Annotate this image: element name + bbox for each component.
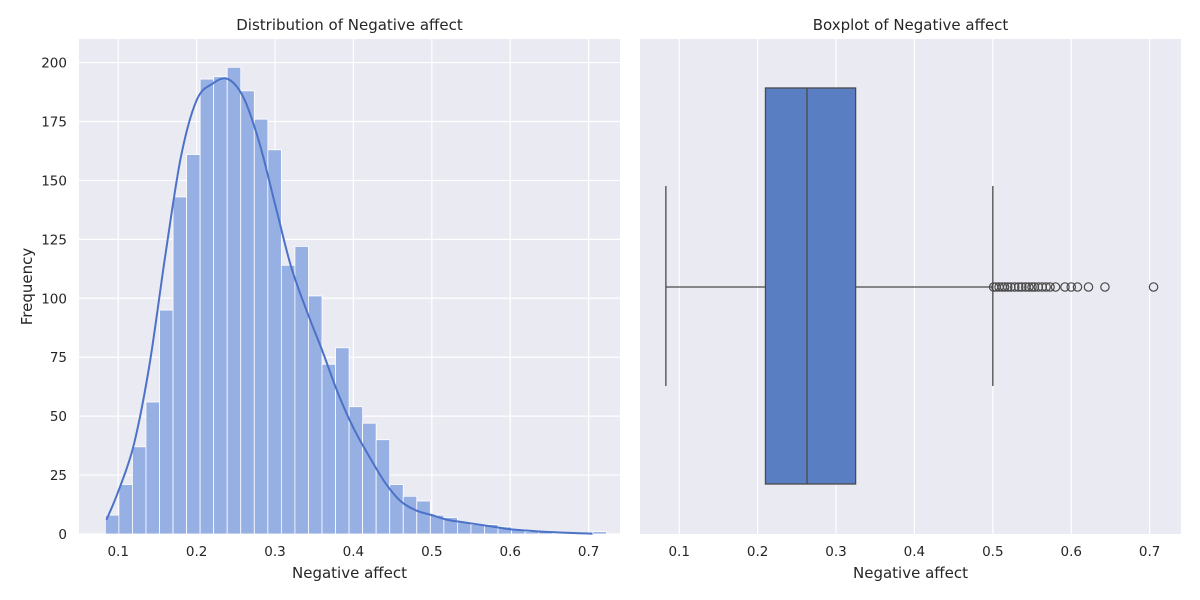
boxplot-x-tick-label: 0.5 — [982, 544, 1003, 560]
outlier-point — [1083, 282, 1094, 292]
histogram-bar — [199, 78, 215, 535]
histogram-bar — [240, 90, 255, 535]
boxplot-axes: 0.1 0.2 0.3 0.4 0.5 0.6 0.7 Boxplot of Negativ… — [640, 16, 1181, 582]
histogram-x-tick-label: 0.3 — [264, 544, 285, 560]
histogram-y-tick-label: 150 — [41, 173, 67, 189]
boxplot-x-tick-label: 0.4 — [904, 544, 925, 560]
histogram-bar — [213, 76, 228, 535]
histogram-bar — [118, 484, 133, 535]
outlier-point — [1013, 282, 1024, 292]
histogram-bar — [267, 149, 282, 535]
boxplot-x-tick-label: 0.1 — [668, 544, 689, 560]
histogram-bar — [592, 531, 607, 535]
outlier-point — [1024, 282, 1034, 292]
boxplot-outliers — [988, 282, 1159, 292]
histogram-bar — [159, 309, 174, 535]
histogram-bar — [132, 446, 147, 535]
outlier-point — [1148, 282, 1159, 292]
histogram-x-tick-label: 0.7 — [578, 544, 599, 560]
histogram-y-tick-label: 125 — [41, 232, 67, 248]
histogram-bar — [416, 500, 431, 535]
histogram-title: Distribution of Negative affect — [236, 16, 463, 34]
outlier-point — [1066, 282, 1077, 292]
histogram-y-tick-label: 25 — [50, 468, 67, 484]
histogram-bar — [321, 363, 336, 535]
histogram-bar — [402, 495, 418, 535]
histogram-axes: 0.1 0.2 0.3 0.4 0.5 0.6 0.7 0 25 50 75 100 125 150 17… — [18, 16, 620, 582]
histogram-y-tick-label: 200 — [41, 56, 67, 72]
outlier-point — [1050, 282, 1061, 292]
boxplot-x-axis-label: Negative affect — [853, 564, 968, 582]
boxplot-x-tick-label: 0.7 — [1139, 544, 1160, 560]
kde-curve — [105, 77, 593, 535]
histogram-x-tick-label: 0.4 — [343, 544, 364, 560]
histogram-y-tick-label: 50 — [50, 409, 67, 425]
histogram-bar — [253, 118, 269, 535]
histogram-bar — [348, 406, 364, 535]
boxplot-x-tick-labels: 0.1 0.2 0.3 0.4 0.5 0.6 0.7 — [668, 544, 1160, 560]
histogram-bar — [335, 347, 350, 535]
histogram-bar — [280, 264, 296, 535]
histogram-bar — [294, 246, 309, 535]
outlier-point — [1002, 282, 1013, 292]
outlier-point — [1045, 282, 1055, 292]
histogram-x-tick-label: 0.1 — [107, 544, 128, 560]
boxplot-body — [665, 87, 994, 485]
histogram-x-tick-label: 0.2 — [186, 544, 207, 560]
histogram-bar — [172, 196, 187, 535]
outlier-point — [999, 282, 1010, 292]
histogram-y-tick-label: 0 — [58, 527, 67, 543]
histogram-y-axis-label: Frequency — [18, 248, 36, 326]
boxplot-x-tick-label: 0.2 — [747, 544, 768, 560]
histogram-x-tick-label: 0.6 — [499, 544, 520, 560]
outlier-point — [1017, 282, 1027, 292]
histogram-x-tick-label: 0.5 — [421, 544, 442, 560]
histogram-x-axis-label: Negative affect — [292, 564, 407, 582]
histogram-x-tick-labels: 0.1 0.2 0.3 0.4 0.5 0.6 0.7 — [107, 544, 599, 560]
boxplot-x-tick-label: 0.3 — [825, 544, 846, 560]
outlier-point — [1009, 282, 1020, 292]
histogram-bar — [145, 401, 160, 535]
outlier-point — [1060, 282, 1070, 292]
boxplot-x-tick-label: 0.6 — [1060, 544, 1081, 560]
histogram-y-tick-labels: 0 25 50 75 100 125 150 175 200 — [41, 56, 67, 543]
outlier-point — [1100, 282, 1110, 292]
interquartile-box — [764, 87, 857, 485]
histogram-y-tick-label: 175 — [41, 115, 67, 131]
histogram-y-tick-label: 100 — [41, 291, 67, 307]
histogram-bars — [104, 66, 607, 535]
outlier-point — [1027, 282, 1037, 292]
outlier-point — [1041, 282, 1051, 292]
histogram-y-tick-label: 75 — [50, 350, 67, 366]
outlier-point — [1072, 282, 1083, 292]
histogram-bar — [362, 422, 377, 535]
histogram-bar — [186, 154, 201, 535]
boxplot-title: Boxplot of Negative affect — [813, 16, 1009, 34]
histogram-bar — [226, 66, 242, 535]
